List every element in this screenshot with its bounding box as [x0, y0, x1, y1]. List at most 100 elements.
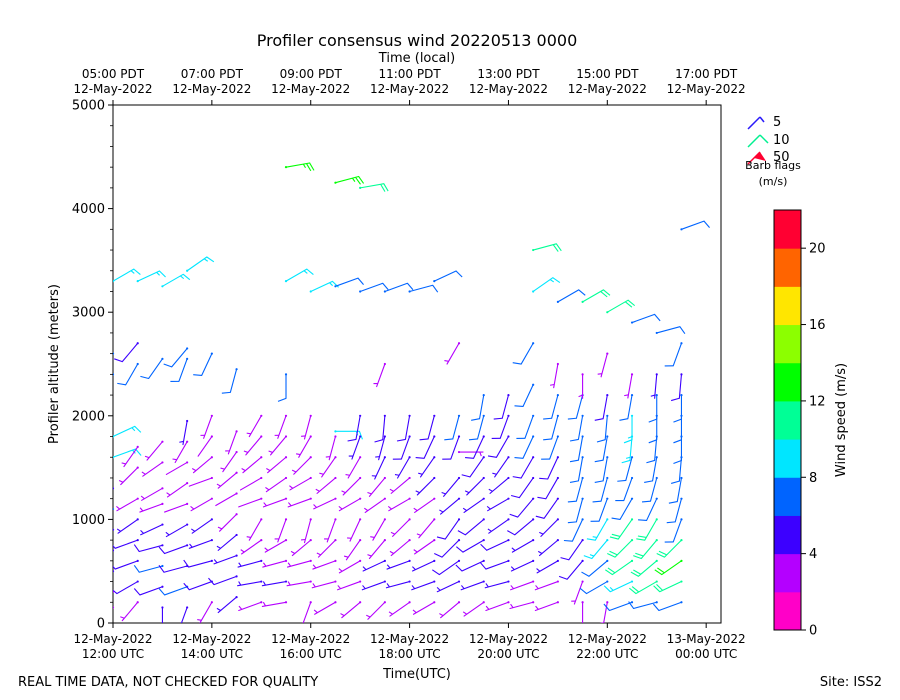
wind-barb	[158, 544, 189, 555]
wind-barb	[581, 289, 611, 303]
wind-barb	[221, 368, 238, 394]
wind-barb	[411, 559, 436, 572]
wind-barb	[324, 518, 337, 543]
wind-barb	[289, 476, 312, 491]
colorbar-tick-label: 8	[809, 471, 817, 486]
wind-barb	[479, 559, 510, 570]
y-tick-label: 1000	[72, 513, 105, 528]
barb-legend-staff	[747, 134, 761, 148]
wind-barb	[113, 539, 139, 549]
wind-barb	[113, 549, 115, 552]
wind-barb	[664, 342, 683, 367]
wind-barb	[387, 497, 411, 512]
wind-barb	[188, 476, 213, 487]
wind-barb	[361, 580, 386, 591]
top-tick-label-date: 12-May-2022	[568, 82, 647, 96]
barb-legend-units: (m/s)	[759, 175, 788, 188]
wind-barb	[512, 456, 535, 479]
wind-barb	[216, 471, 238, 489]
wind-barb	[347, 414, 362, 442]
wind-barb	[666, 497, 683, 524]
wind-barb	[560, 539, 584, 561]
wind-barb	[583, 539, 609, 560]
barb-legend-flag	[754, 152, 766, 161]
wind-barb	[240, 539, 263, 555]
wind-barb	[597, 352, 609, 378]
wind-barb	[374, 414, 386, 443]
wind-barb	[113, 448, 142, 459]
wind-barb	[334, 277, 364, 288]
wind-barb	[200, 414, 213, 439]
wind-barb	[507, 518, 535, 536]
wind-barb	[633, 539, 658, 560]
top-tick-label-time: 07:00 PDT	[181, 67, 244, 81]
wind-barb	[190, 497, 213, 512]
y-tick-label: 4000	[72, 202, 105, 217]
top-tick-label-time: 09:00 PDT	[280, 67, 343, 81]
wind-barb	[536, 559, 559, 574]
wind-barb	[418, 456, 436, 478]
barb-legend-title: Barb flags	[745, 159, 801, 172]
x-tick-label-time: 14:00 UTC	[181, 647, 243, 661]
wind-barb	[319, 456, 337, 478]
y-tick-label: 0	[97, 617, 105, 632]
wind-barb	[113, 580, 139, 595]
wind-barb	[673, 393, 683, 423]
wind-barb	[493, 393, 510, 420]
wind-barb	[623, 414, 634, 444]
wind-barb	[511, 539, 535, 553]
top-tick-label-date: 12-May-2022	[370, 82, 449, 96]
wind-barb	[188, 539, 213, 549]
x-tick-label-date: 12-May-2022	[370, 632, 449, 646]
wind-barb	[133, 564, 164, 573]
chart-title: Profiler consensus wind 20220513 0000	[257, 31, 578, 50]
wind-barb	[603, 580, 634, 593]
wind-barb	[444, 342, 461, 365]
wind-barb	[286, 580, 312, 587]
wind-barb	[636, 518, 658, 541]
y-tick-label: 5000	[72, 99, 105, 114]
wind-barb	[607, 539, 634, 558]
wind-barb	[629, 580, 658, 595]
wind-barb	[670, 373, 683, 402]
wind-barb	[609, 518, 634, 540]
wind-barb	[172, 440, 189, 464]
wind-barb	[383, 282, 414, 293]
wind-barb	[238, 601, 263, 612]
wind-barb	[464, 476, 485, 496]
colorbar-segment	[774, 439, 801, 478]
wind-barb	[133, 544, 164, 553]
top-tick-label-date: 12-May-2022	[271, 82, 350, 96]
x-tick-label-date: 12-May-2022	[568, 632, 647, 646]
wind-barb	[415, 476, 436, 496]
wind-barb	[144, 440, 164, 461]
wind-barb	[286, 559, 312, 568]
colorbar-segment	[774, 324, 801, 364]
wind-barb	[241, 456, 263, 474]
wind-barb	[394, 456, 411, 479]
wind-barb	[220, 450, 238, 473]
wind-barb	[301, 414, 312, 440]
colorbar-segment	[774, 400, 801, 440]
wind-barb	[246, 518, 263, 541]
colorbar-tick-label: 0	[809, 624, 817, 639]
y-tick-label: 2000	[72, 409, 105, 424]
barb-legend-item	[747, 151, 766, 165]
wind-barb	[386, 559, 411, 570]
wind-barb	[215, 492, 238, 507]
wind-barb	[611, 497, 634, 521]
x-tick-label-date: 13-May-2022	[667, 632, 746, 646]
wind-barb	[457, 450, 484, 457]
wind-barb	[619, 393, 634, 421]
wind-barb	[311, 580, 337, 589]
wind-barb	[594, 456, 609, 483]
wind-barb	[510, 580, 535, 591]
wind-barb	[161, 606, 164, 623]
wind-barb	[441, 476, 461, 497]
colorbar-tick-label: 16	[809, 318, 826, 333]
wind-barb	[371, 456, 386, 480]
wind-barb	[117, 362, 139, 386]
colorbar-label: Wind speed (m/s)	[834, 363, 849, 477]
wind-barb	[412, 601, 436, 615]
